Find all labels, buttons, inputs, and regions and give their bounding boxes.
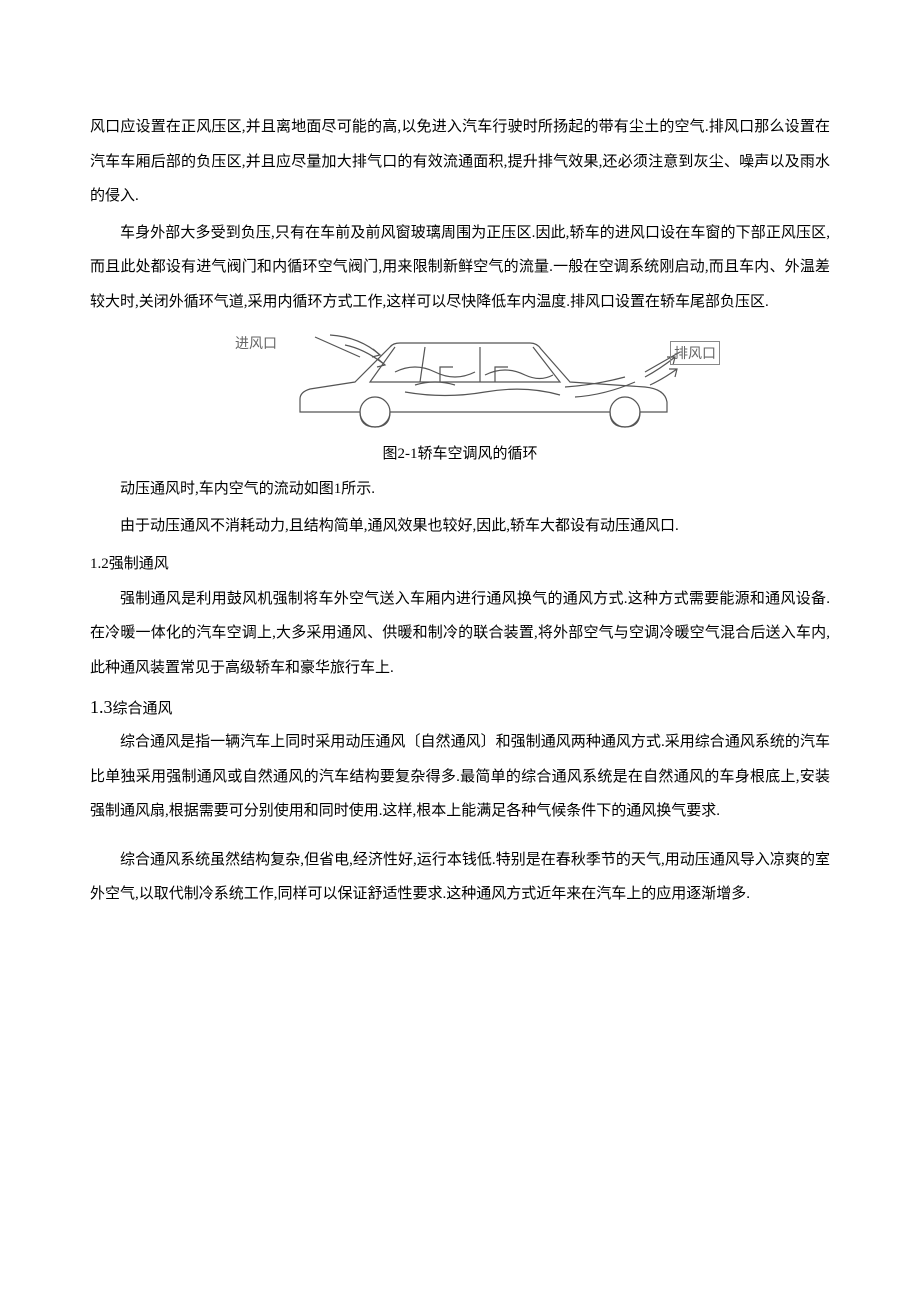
figure-2-1: 进风口 xyxy=(90,327,830,468)
figure-label-inlet: 进风口 xyxy=(235,333,277,353)
section-1-3-prefix: 1.3 xyxy=(90,697,113,717)
figure-label-outlet: 排风口 xyxy=(670,341,720,365)
paragraph-5: 强制通风是利用鼓风机强制将车外空气送入车厢内进行通风换气的通风方式.这种方式需要… xyxy=(90,582,830,686)
paragraph-6: 综合通风是指一辆汽车上同时采用动压通风〔自然通风〕和强制通风两种通风方式.采用综… xyxy=(90,725,830,829)
paragraph-7: 综合通风系统虽然结构复杂,但省电,经济性好,运行本钱低.特别是在春秋季节的天气,… xyxy=(90,843,830,912)
figure-inner: 进风口 xyxy=(90,327,830,437)
figure-caption: 图2-1轿车空调风的循环 xyxy=(90,441,830,468)
paragraph-1: 风口应设置在正风压区,并且离地面尽可能的高,以免进入汽车行驶时所扬起的带有尘土的… xyxy=(90,110,830,214)
paragraph-4: 由于动压通风不消耗动力,且结构简单,通风效果也较好,因此,轿车大都设有动压通风口… xyxy=(90,509,830,544)
paragraph-3: 动压通风时,车内空气的流动如图1所示. xyxy=(90,472,830,507)
section-1-2-title: 1.2强制通风 xyxy=(90,547,830,582)
section-1-3-text: 综合通风 xyxy=(113,701,173,717)
paragraph-gap xyxy=(90,831,830,843)
paragraph-2: 车身外部大多受到负压,只有在车前及前风窗玻璃周围为正压区.因此,轿车的进风口设在… xyxy=(90,216,830,320)
section-1-3-title: 1.3综合通风 xyxy=(90,689,830,725)
car-diagram-svg xyxy=(285,327,685,437)
